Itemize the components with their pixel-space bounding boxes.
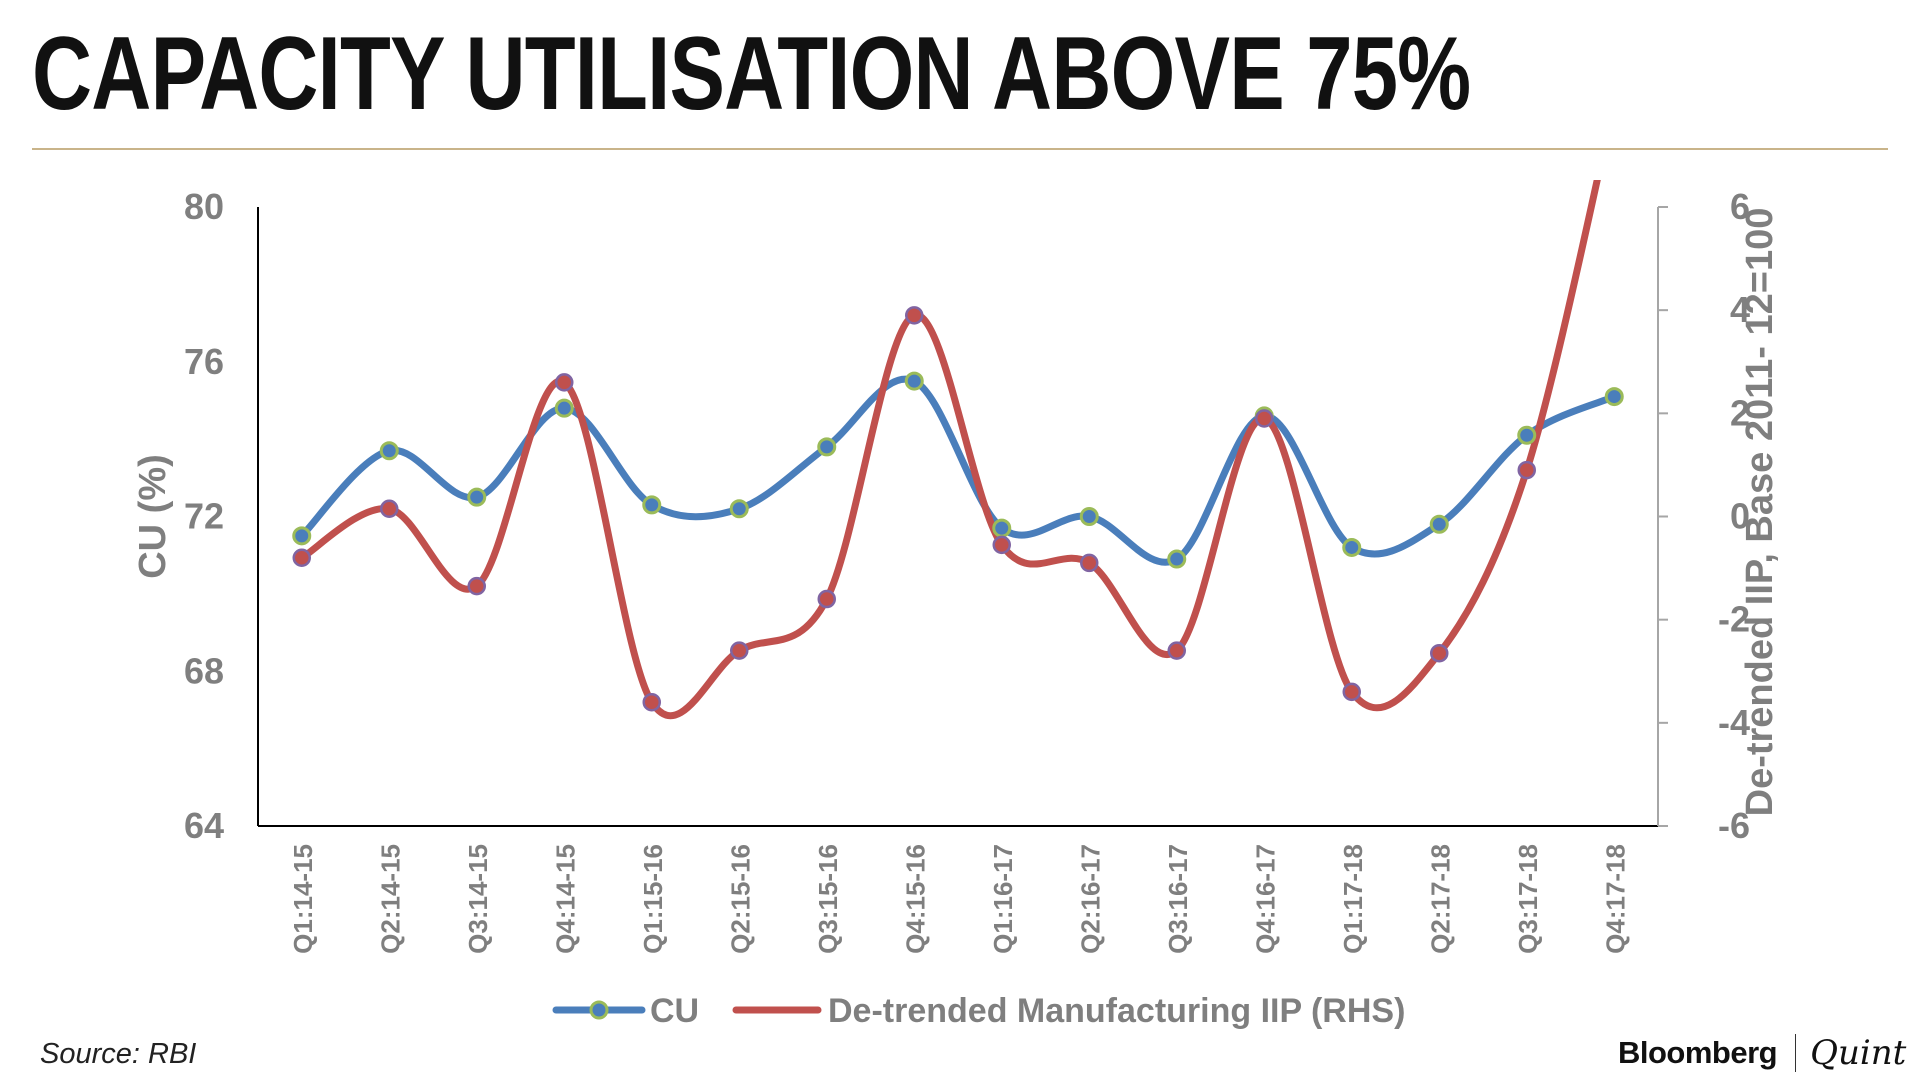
iip-data-point bbox=[380, 499, 399, 519]
left-axis-tick-label: 64 bbox=[184, 805, 224, 846]
iip-data-point bbox=[905, 306, 924, 325]
left-axis-title: CU (%) bbox=[132, 454, 174, 579]
cu-data-point bbox=[1342, 537, 1362, 557]
x-axis-tick-label: Q4:17-18 bbox=[1600, 844, 1630, 954]
right-axis-tick-label: 0 bbox=[1730, 496, 1750, 537]
cu-data-point bbox=[642, 495, 662, 515]
cu-data-point bbox=[1429, 514, 1449, 534]
x-axis-tick-label: Q3:16-17 bbox=[1163, 844, 1193, 954]
x-axis-tick-label: Q2:15-16 bbox=[725, 844, 755, 954]
iip-data-point bbox=[992, 535, 1011, 555]
x-axis-tick-label: Q3:17-18 bbox=[1513, 844, 1543, 954]
iip-data-point bbox=[467, 576, 486, 596]
x-axis-tick-label: Q4:16-17 bbox=[1250, 844, 1280, 954]
iip-series-line bbox=[298, 180, 1601, 720]
left-axis-tick-label: 68 bbox=[184, 650, 224, 691]
cu-data-point bbox=[992, 518, 1012, 538]
right-axis-title: De-trended IIP, Base 2011- 12=100 bbox=[1739, 208, 1781, 817]
iip-data-point bbox=[1255, 409, 1274, 428]
x-axis-tick-label: Q1:14-15 bbox=[288, 844, 318, 954]
cu-data-point bbox=[904, 371, 924, 391]
page-title: CAPACITY UTILISATION ABOVE 75% bbox=[32, 16, 1471, 132]
cu-data-point bbox=[1517, 425, 1537, 445]
right-axis-tick-label: 6 bbox=[1730, 186, 1750, 227]
brand-quint: Quint bbox=[1810, 1033, 1907, 1073]
right-axis-tick-label: 4 bbox=[1730, 289, 1750, 330]
x-axis-tick-label: Q3:15-16 bbox=[813, 844, 843, 954]
iip-data-point bbox=[642, 692, 661, 712]
x-axis-tick-label: Q1:15-16 bbox=[638, 844, 668, 954]
cu-series-line bbox=[298, 375, 1618, 566]
iip-data-point bbox=[1342, 682, 1361, 702]
left-axis-tick-label: 72 bbox=[184, 496, 224, 537]
source-note: Source: RBI bbox=[40, 1038, 197, 1070]
cu-data-point bbox=[554, 398, 574, 418]
legend-cu-swatch-marker bbox=[589, 1000, 609, 1020]
brand-divider bbox=[1795, 1034, 1797, 1072]
x-axis-tick-label: Q3:14-15 bbox=[463, 844, 493, 954]
right-axis-tick-label: -6 bbox=[1718, 805, 1750, 846]
right-axis-tick-label: -4 bbox=[1718, 702, 1750, 743]
left-axis-tick-label: 76 bbox=[184, 341, 224, 382]
cu-data-point bbox=[379, 441, 399, 461]
iip-data-point bbox=[555, 373, 574, 392]
x-axis-tick-label: Q1:16-17 bbox=[988, 844, 1018, 954]
left-axis-tick-label: 80 bbox=[184, 186, 224, 227]
cu-data-point bbox=[1604, 387, 1624, 407]
x-axis-tick-label: Q4:14-15 bbox=[550, 844, 580, 954]
cu-data-point bbox=[292, 526, 312, 546]
iip-data-point bbox=[1080, 553, 1099, 573]
x-axis-tick-label: Q2:14-15 bbox=[375, 844, 405, 954]
cu-data-point bbox=[729, 499, 749, 519]
cu-data-point bbox=[1079, 507, 1099, 526]
legend-iip-label: De-trended Manufacturing IIP (RHS) bbox=[828, 992, 1405, 1030]
iip-data-point bbox=[1167, 641, 1186, 660]
iip-data-point bbox=[292, 548, 311, 568]
right-axis-tick-label: 2 bbox=[1730, 392, 1750, 433]
iip-data-point bbox=[1430, 643, 1449, 663]
cu-data-point bbox=[467, 487, 487, 507]
x-axis-tick-label: Q1:17-18 bbox=[1338, 844, 1368, 954]
x-axis-tick-label: Q2:17-18 bbox=[1425, 844, 1455, 954]
brand-bloomberg: Bloomberg bbox=[1618, 1035, 1778, 1070]
right-axis-tick-label: -2 bbox=[1718, 599, 1750, 640]
iip-data-point bbox=[1517, 460, 1536, 480]
iip-data-point bbox=[730, 641, 749, 660]
title-divider bbox=[32, 148, 1888, 150]
iip-data-point bbox=[817, 589, 836, 609]
x-axis-tick-label: Q4:15-16 bbox=[900, 844, 930, 954]
legend-cu-label: CU bbox=[650, 992, 699, 1030]
cu-data-point bbox=[817, 437, 837, 457]
cu-data-point bbox=[1167, 549, 1187, 569]
x-axis-tick-label: Q2:16-17 bbox=[1075, 844, 1105, 954]
brand-logo: Bloomberg Quint bbox=[1618, 1030, 1906, 1076]
